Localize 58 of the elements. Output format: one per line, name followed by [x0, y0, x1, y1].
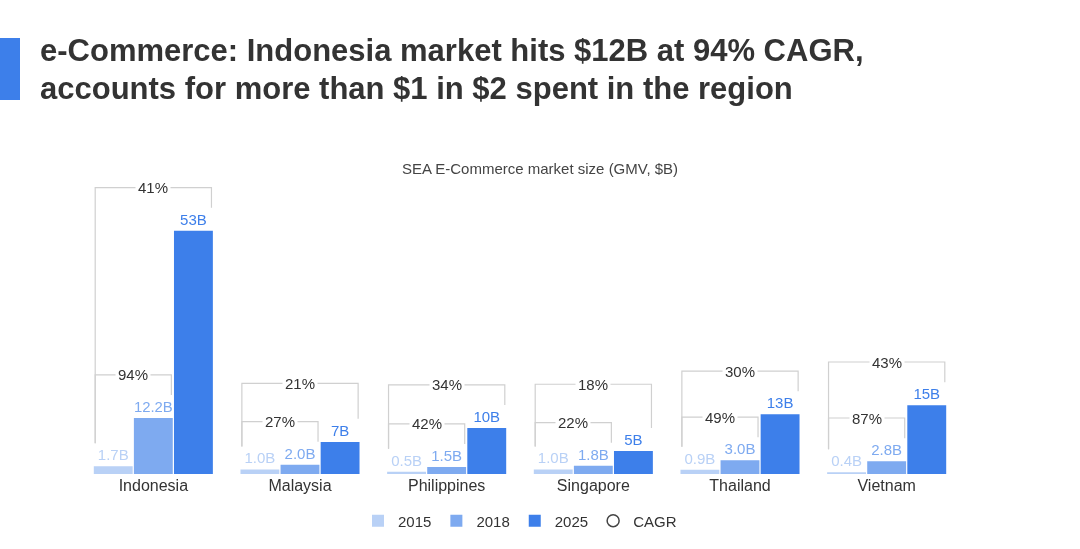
data-label: 1.7B [97, 446, 129, 464]
x-tick-label: Indonesia [118, 477, 189, 494]
bar [907, 405, 947, 474]
data-label: 1.8B [577, 445, 609, 463]
data-label: 7B [330, 421, 350, 439]
annotation: 94% [118, 366, 149, 383]
x-tick-label: Vietnam [857, 477, 916, 494]
data-label: 53B [180, 210, 207, 228]
data-label: 0.9B [684, 449, 716, 467]
bar [173, 230, 213, 474]
bar [427, 467, 467, 474]
x-tick-label: Malaysia [268, 477, 332, 494]
x-tick-label: Singapore [556, 477, 630, 494]
annotation: 27% [265, 413, 296, 430]
legend-label: 2015 [398, 512, 432, 530]
data-label: 0.5B [391, 451, 422, 469]
bar [467, 428, 507, 474]
chart-title: e-Commerce: Indonesia market hits $12B at 94% CAGR, accounts for more than $1 in $2 spent in the region [40, 32, 865, 108]
data-label: 13B [766, 394, 794, 412]
bar [760, 414, 800, 474]
data-label: 5B [624, 431, 643, 449]
bar [320, 441, 360, 474]
annotation: 87% [852, 410, 883, 427]
data-label: 3.0B [724, 440, 756, 458]
bar [573, 465, 613, 474]
annotation: 43% [872, 354, 903, 371]
legend-label: 2025 [554, 512, 589, 530]
bar [720, 460, 760, 474]
bar [533, 469, 573, 474]
text: 41% [138, 179, 169, 196]
data-label: 10B [473, 408, 501, 426]
x-tick-label: Thailand [709, 477, 771, 494]
bar [613, 451, 653, 474]
bar [93, 466, 133, 474]
annotation: 49% [705, 409, 736, 426]
legend-label: CAGR [633, 512, 677, 530]
legend-label: 2018 [476, 512, 510, 530]
data-label: 2.8B [871, 441, 903, 459]
x-tick-label: Philippines [407, 477, 486, 494]
data-label: 12.2B [133, 399, 173, 416]
bar [680, 469, 720, 474]
bar [867, 461, 907, 474]
data-label: 0.4B [831, 452, 862, 470]
data-label: 1.0B [537, 449, 569, 467]
annotation: 30% [725, 363, 756, 380]
chart-subtitle: SEA E-Commerce market size (GMV, $B) [400, 160, 680, 177]
annotation: 42% [412, 415, 443, 432]
data-label: 15B [913, 385, 941, 403]
bar [280, 464, 320, 474]
annotation: 21% [285, 375, 316, 392]
data-label: 1.0B [244, 449, 276, 467]
data-label: 2.0B [284, 444, 316, 462]
data-label: 1.5B [431, 447, 463, 465]
bar [240, 469, 280, 474]
annotation: 22% [558, 414, 589, 431]
annotation: 18% [578, 376, 609, 393]
annotation: 34% [432, 376, 463, 393]
bar [133, 418, 173, 474]
